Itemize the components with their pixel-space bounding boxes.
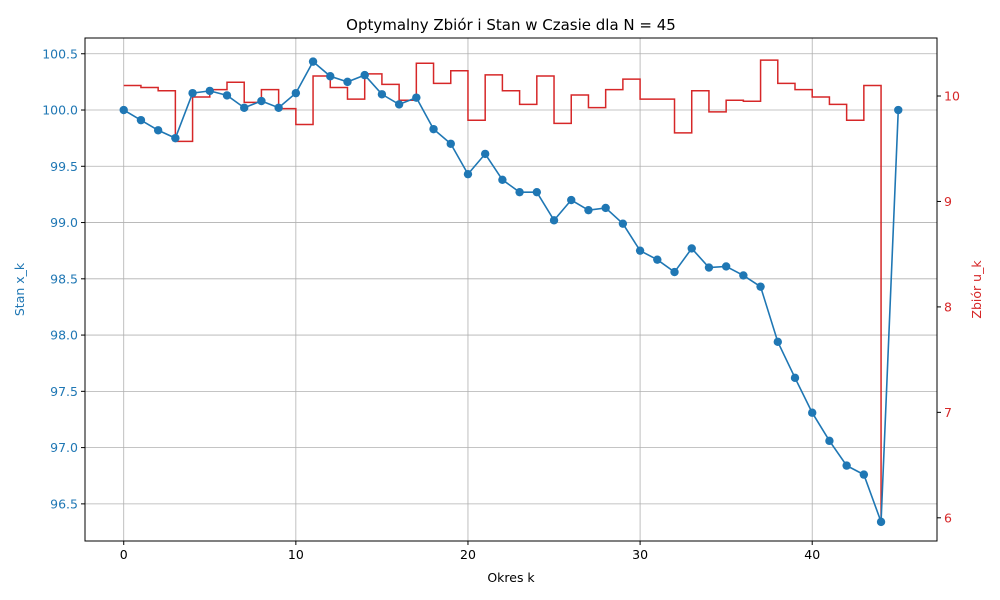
y-axis-right-title: Zbiór u_k bbox=[969, 260, 984, 319]
x-tick-label: 20 bbox=[460, 547, 476, 562]
state-point bbox=[859, 470, 869, 479]
state-point bbox=[773, 337, 782, 347]
state-point bbox=[687, 244, 696, 253]
state-point bbox=[532, 187, 542, 197]
state-point bbox=[756, 282, 765, 291]
y-left-tick-label: 99.5 bbox=[50, 159, 78, 174]
state-point bbox=[842, 461, 851, 470]
x-axis-title: Okres k bbox=[487, 570, 535, 585]
y-right-tick-label: 7 bbox=[944, 405, 952, 420]
harvest-step-line bbox=[123, 59, 882, 518]
state-point bbox=[704, 263, 714, 272]
state-point bbox=[567, 195, 576, 205]
state-point bbox=[394, 100, 404, 109]
state-point bbox=[412, 93, 421, 102]
state-point bbox=[136, 115, 146, 125]
state-point bbox=[257, 96, 266, 106]
state-point bbox=[240, 103, 249, 112]
state-series bbox=[119, 57, 903, 527]
state-point bbox=[825, 436, 834, 446]
y-left-tick-label: 100.5 bbox=[42, 46, 78, 61]
y-axis-left-title: Stan x_k bbox=[12, 262, 27, 316]
y-left-tick-label: 100.0 bbox=[42, 103, 78, 118]
state-point bbox=[377, 90, 387, 99]
state-point bbox=[653, 255, 662, 264]
state-point bbox=[808, 408, 817, 417]
harvest-series bbox=[123, 59, 882, 518]
state-point bbox=[205, 86, 214, 96]
state-point bbox=[308, 57, 318, 66]
state-point bbox=[360, 70, 369, 80]
state-point bbox=[721, 262, 731, 271]
state-point bbox=[618, 219, 628, 228]
state-point bbox=[291, 88, 301, 98]
y-right-tick-label: 6 bbox=[944, 510, 952, 525]
state-point bbox=[670, 267, 679, 277]
y-left-tick-label: 98.0 bbox=[50, 328, 78, 343]
state-point bbox=[498, 175, 507, 184]
state-line bbox=[123, 60, 900, 523]
x-tick-label: 0 bbox=[120, 547, 128, 562]
x-tick-label: 10 bbox=[288, 547, 304, 562]
y-right-tick-label: 9 bbox=[944, 194, 952, 209]
state-point bbox=[343, 77, 352, 87]
state-point bbox=[446, 139, 455, 148]
state-point bbox=[584, 205, 593, 215]
state-point bbox=[739, 271, 748, 280]
state-point bbox=[326, 72, 335, 81]
y-left-tick-label: 97.5 bbox=[50, 384, 78, 399]
state-point bbox=[463, 169, 473, 179]
grid bbox=[85, 38, 937, 541]
x-axis: 0 10 20 30 40 bbox=[120, 541, 820, 562]
y-left-tick-label: 99.0 bbox=[50, 215, 78, 230]
state-point bbox=[188, 88, 197, 98]
state-point bbox=[894, 105, 903, 115]
state-point bbox=[429, 124, 438, 134]
y-right-tick-label: 8 bbox=[944, 299, 952, 314]
state-point bbox=[119, 105, 128, 115]
state-point bbox=[274, 103, 283, 112]
state-point bbox=[876, 517, 886, 527]
y-axis-right: 6 7 8 9 10 bbox=[937, 88, 960, 525]
state-point bbox=[601, 203, 610, 213]
y-left-tick-label: 96.5 bbox=[50, 496, 78, 511]
x-tick-label: 30 bbox=[632, 547, 648, 562]
state-point bbox=[515, 187, 524, 197]
x-tick-label: 40 bbox=[804, 547, 820, 562]
state-point bbox=[635, 246, 645, 255]
state-point bbox=[171, 133, 180, 143]
state-point bbox=[222, 91, 232, 100]
state-point bbox=[153, 126, 163, 135]
state-point bbox=[480, 149, 490, 159]
y-left-tick-label: 98.5 bbox=[50, 271, 78, 286]
state-point bbox=[549, 216, 559, 225]
chart-title: Optymalny Zbiór i Stan w Czasie dla N = … bbox=[346, 16, 676, 34]
plot-frame bbox=[84, 37, 938, 542]
y-axis-left: 96.5 97.0 97.5 98.0 98.5 99.0 99.5 100.0 100.5 bbox=[42, 46, 85, 511]
y-right-tick-label: 10 bbox=[944, 88, 960, 103]
y-left-tick-label: 97.0 bbox=[50, 440, 78, 455]
state-point bbox=[790, 373, 800, 383]
